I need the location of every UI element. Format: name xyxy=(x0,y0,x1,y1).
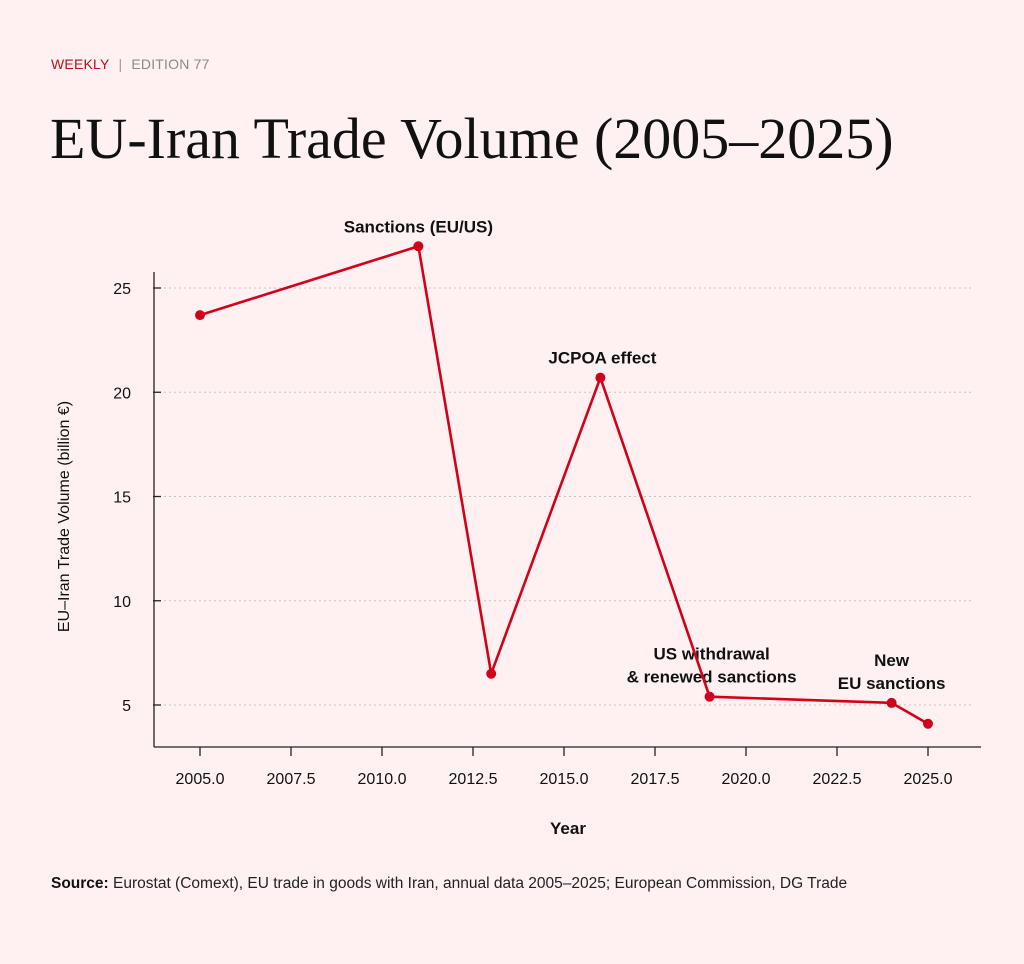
gridlines xyxy=(154,287,973,706)
annotation-label: EU sanctions xyxy=(838,674,946,693)
annotation-label: Sanctions (EU/US) xyxy=(344,217,493,236)
x-axis-label: Year xyxy=(550,819,586,838)
data-point xyxy=(195,310,205,321)
x-tick-label: 2022.5 xyxy=(813,771,862,788)
axes xyxy=(153,272,981,748)
x-axis-ticks: 2005.0 2007.5 2010.0 2012.5 2015.0 2017.5 2020… xyxy=(176,747,953,788)
data-point xyxy=(923,718,933,729)
annotation-label: New xyxy=(874,651,910,670)
x-tick-label: 2015.0 xyxy=(540,771,589,788)
data-point xyxy=(886,697,897,708)
source-label: Source: xyxy=(51,875,109,892)
y-tick-label: 20 xyxy=(113,385,131,402)
kicker: WEEKLY | EDITION 77 xyxy=(51,56,210,72)
y-tick-label: 5 xyxy=(122,698,131,715)
x-tick-label: 2012.5 xyxy=(449,771,498,788)
x-tick-label: 2010.0 xyxy=(358,771,407,788)
series-line xyxy=(198,245,930,726)
x-tick-label: 2007.5 xyxy=(267,771,316,788)
x-tick-label: 2020.0 xyxy=(722,771,771,788)
data-point xyxy=(704,691,715,702)
x-tick-label: 2017.5 xyxy=(631,771,680,788)
y-axis-label: EU–Iran Trade Volume (billion €) xyxy=(56,401,73,632)
annotation-label: US withdrawal xyxy=(654,645,770,664)
y-tick-label: 15 xyxy=(113,490,131,507)
x-tick-label: 2025.0 xyxy=(904,771,953,788)
data-point xyxy=(413,241,424,252)
data-point xyxy=(595,372,606,383)
x-tick-label: 2005.0 xyxy=(176,771,225,788)
kicker-brand: WEEKLY xyxy=(51,56,110,72)
y-tick-label: 25 xyxy=(113,281,131,298)
source-text: Eurostat (Comext), EU trade in goods wit… xyxy=(108,875,848,892)
y-tick-label: 10 xyxy=(113,594,131,611)
kicker-separator: | xyxy=(118,56,123,72)
annotations: Sanctions (EU/US) JCPOA effect US withdraw… xyxy=(344,217,946,693)
data-point xyxy=(486,668,497,679)
chart-title: EU-Iran Trade Volume (2005–2025) xyxy=(50,106,894,171)
source-note: Source: Eurostat (Comext), EU trade in g… xyxy=(51,873,911,894)
kicker-edition: EDITION 77 xyxy=(131,56,210,72)
y-axis-ticks: 5 10 15 20 25 xyxy=(113,281,161,715)
series xyxy=(195,241,933,729)
annotation-label: JCPOA effect xyxy=(548,349,656,368)
annotation-label: & renewed sanctions xyxy=(627,668,797,687)
